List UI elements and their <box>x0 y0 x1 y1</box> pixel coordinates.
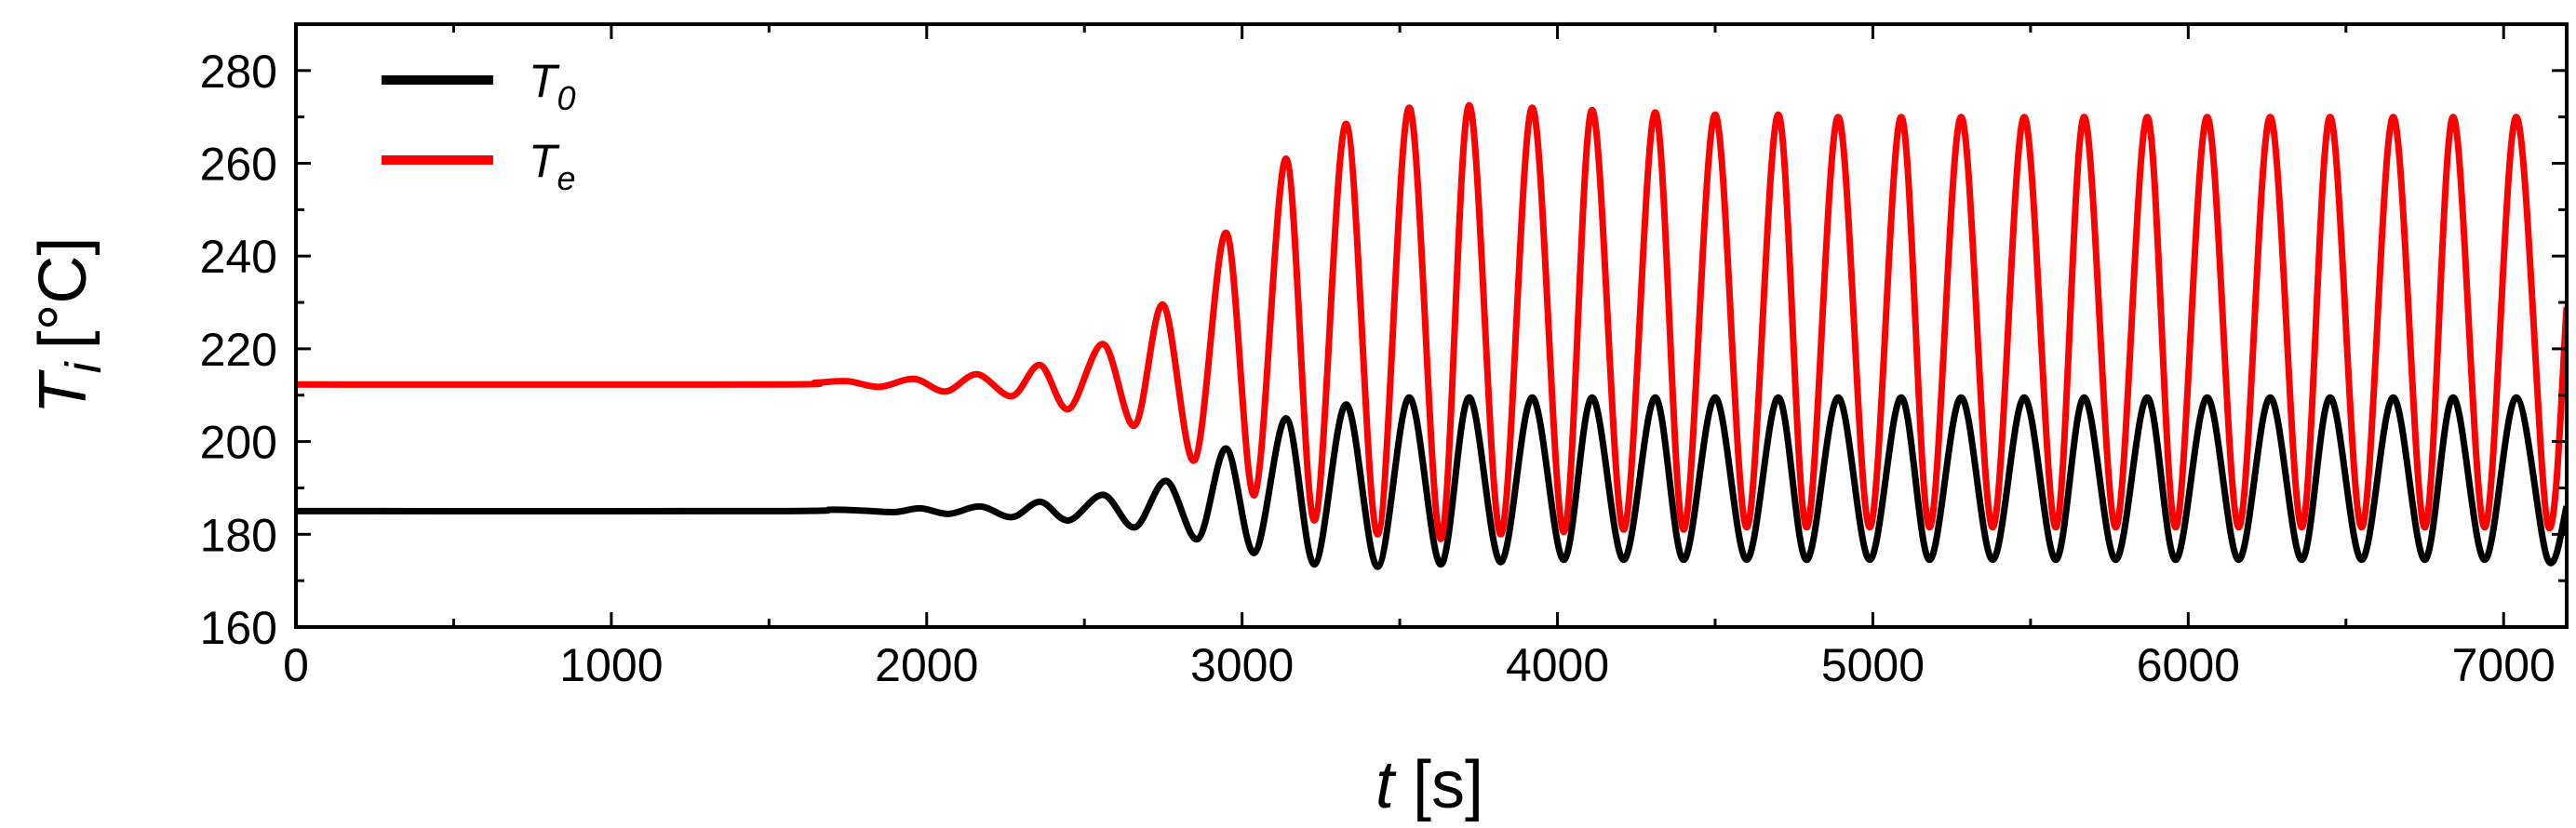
y-axis-unit: [°C] <box>26 237 101 350</box>
x-tick-label-2000: 2000 <box>875 639 978 691</box>
y-axis-subscript: i <box>56 360 112 373</box>
y-tick-label-180: 180 <box>200 509 277 561</box>
x-tick-label-3000: 3000 <box>1190 639 1294 691</box>
series-line-1 <box>296 101 2567 542</box>
x-tick-label-4000: 4000 <box>1506 639 1609 691</box>
legend-label-t0: T0 <box>529 55 576 117</box>
x-tick-label-5000: 5000 <box>1821 639 1925 691</box>
y-tick-label-240: 240 <box>200 231 277 283</box>
legend-subscript-t0: 0 <box>557 79 576 117</box>
legend-subscript-te: e <box>557 159 576 197</box>
plot-frame <box>294 22 2569 629</box>
x-tick-label-0: 0 <box>283 639 309 691</box>
x-axis-symbol: t <box>1375 748 1397 822</box>
x-axis-spacer <box>1394 748 1413 822</box>
x-tick-label-7000: 7000 <box>2452 639 2556 691</box>
y-axis-symbol: T <box>26 368 101 414</box>
x-tick-label-6000: 6000 <box>2137 639 2240 691</box>
y-tick-label-160: 160 <box>200 602 277 654</box>
y-axis-label: Ti [°C] <box>26 237 112 415</box>
series-line-0 <box>296 394 2567 570</box>
legend: T0 Te <box>382 55 576 197</box>
y-tick-label-200: 200 <box>200 417 277 469</box>
y-tick-label-220: 220 <box>200 324 277 376</box>
x-axis-unit: [s] <box>1413 748 1483 822</box>
ticks-layer: 0 1000 2000 3000 4000 5000 6000 7000 160 180 200 22… <box>200 22 2567 691</box>
x-tick-label-1000: 1000 <box>559 639 663 691</box>
legend-symbol-t0: T <box>529 55 560 107</box>
x-axis-label: t [s] <box>1375 748 1483 822</box>
series-layer <box>296 101 2567 570</box>
y-tick-label-260: 260 <box>200 139 277 191</box>
y-tick-label-280: 280 <box>200 46 277 98</box>
legend-label-te: Te <box>529 135 576 197</box>
legend-symbol-te: T <box>529 135 560 187</box>
